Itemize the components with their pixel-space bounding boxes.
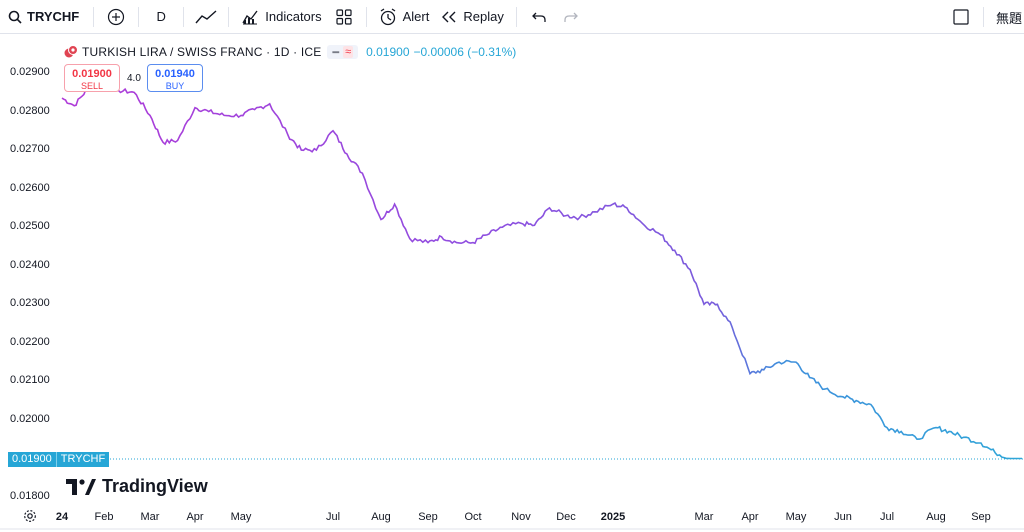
buy-button[interactable]: 0.01940 BUY — [147, 64, 203, 92]
replay-label: Replay — [463, 9, 504, 24]
redo-button[interactable] — [555, 0, 587, 34]
layout-name-label: 無題 — [995, 10, 1022, 26]
symbol-name: TRYCHF — [27, 9, 80, 24]
layout-name[interactable]: 無題 — [990, 0, 1024, 34]
sell-button[interactable]: 0.01900 SELL — [64, 64, 120, 92]
alert-label: Alert — [402, 9, 430, 24]
line-chart-icon — [195, 9, 217, 23]
legend-title: TURKISH LIRA / SWISS FRANC · 1D · ICE — [82, 45, 322, 59]
y-tick-label: 0.02100 — [10, 374, 50, 387]
x-tick-label: Sep — [971, 511, 991, 523]
y-tick-label: 0.02600 — [10, 181, 50, 194]
y-tick-label: 0.02000 — [10, 412, 50, 425]
x-tick-label: 24 — [55, 511, 69, 523]
minus-icon: ━ — [332, 46, 340, 59]
x-tick-label: 2025 — [600, 511, 626, 523]
x-tick-label: Nov — [511, 511, 531, 523]
divider — [138, 6, 140, 27]
y-tick-label: 0.02200 — [10, 335, 50, 348]
tv-logo-icon — [66, 478, 96, 495]
legend-change: −0.00006 (−0.31%) — [413, 45, 517, 59]
chart-type-button[interactable] — [190, 0, 222, 34]
redo-icon — [564, 12, 578, 22]
fullscreen-button[interactable] — [945, 0, 977, 34]
divider — [515, 6, 517, 27]
chart-area[interactable] — [0, 35, 1024, 532]
logo-text: TradingView — [102, 476, 208, 496]
grid-icon — [336, 8, 352, 25]
indicators-icon — [242, 10, 258, 24]
interval-button[interactable]: D — [145, 0, 177, 34]
compare-button[interactable] — [100, 0, 132, 34]
x-tick-label: May — [230, 511, 252, 523]
x-tick-label: May — [785, 511, 807, 523]
symbol-search[interactable]: TRYCHF — [0, 0, 87, 34]
x-tick-label: Oct — [464, 511, 482, 523]
rewind-icon — [442, 11, 456, 22]
divider — [183, 6, 185, 27]
currency-pair-icon — [64, 45, 78, 58]
x-tick-label: Dec — [556, 511, 576, 523]
undo-button[interactable] — [523, 0, 555, 34]
y-tick-label: 0.02500 — [10, 220, 50, 233]
top-toolbar: TRYCHF D Indicators Alert Replay — [0, 0, 1024, 34]
x-tick-label: Apr — [741, 511, 759, 523]
divider — [982, 7, 984, 27]
x-tick-label: Aug — [371, 511, 391, 523]
toolbar-right: 無題 — [945, 0, 1024, 34]
x-tick-label: Aug — [926, 511, 946, 523]
price-line — [61, 83, 1022, 460]
price-chart[interactable] — [0, 35, 1024, 532]
divider — [365, 6, 367, 27]
y-tick-label: 0.01800 — [10, 490, 50, 502]
y-tick-label: 0.02800 — [10, 104, 50, 117]
square-icon — [953, 9, 969, 25]
divider — [93, 6, 95, 27]
approx-icon: ≈ — [343, 46, 354, 58]
add-symbol-icon — [108, 8, 125, 25]
sell-price: 0.01900 — [72, 68, 112, 80]
last-price-value: 0.01900 — [8, 452, 56, 467]
legend-price: 0.01900 — [366, 45, 410, 59]
x-tick-label: Sep — [418, 511, 438, 523]
y-tick-label: 0.02300 — [10, 297, 50, 310]
x-tick-label: Jul — [879, 511, 895, 523]
undo-icon — [531, 12, 546, 22]
timezone-settings-button[interactable] — [23, 509, 37, 528]
tradingview-logo[interactable]: TradingView — [66, 476, 208, 497]
interval-label: D — [156, 9, 166, 24]
x-tick-label: Feb — [94, 511, 114, 523]
x-tick-label: Mar — [694, 511, 714, 523]
replay-button[interactable]: Replay — [435, 0, 509, 34]
series-legend[interactable]: TURKISH LIRA / SWISS FRANC · 1D · ICE ━ ≈… — [64, 44, 516, 60]
sell-label: SELL — [80, 81, 104, 91]
search-icon — [8, 10, 22, 24]
x-tick-label: Mar — [140, 511, 160, 523]
x-tick-label: Jun — [834, 511, 852, 523]
y-tick-label: 0.02900 — [10, 66, 50, 78]
indicators-button[interactable]: Indicators — [235, 0, 327, 34]
alarm-clock-icon — [380, 7, 395, 25]
spread-value: 4.0 — [127, 73, 141, 84]
legend-toggle[interactable]: ━ ≈ — [327, 45, 359, 59]
last-price-tag: 0.01900 TRYCHF — [8, 452, 110, 467]
x-tick-label: Apr — [186, 511, 204, 523]
alert-button[interactable]: Alert — [373, 0, 436, 34]
buy-price: 0.01940 — [155, 68, 195, 80]
y-tick-label: 0.02700 — [10, 143, 50, 156]
gear-icon — [24, 510, 36, 522]
y-tick-label: 0.02400 — [10, 258, 50, 271]
last-price-symbol: TRYCHF — [55, 452, 110, 467]
indicators-label: Indicators — [265, 9, 322, 24]
divider — [228, 6, 230, 27]
buy-label: BUY — [165, 81, 185, 91]
x-tick-label: Jul — [325, 511, 341, 523]
templates-button[interactable] — [328, 0, 360, 34]
